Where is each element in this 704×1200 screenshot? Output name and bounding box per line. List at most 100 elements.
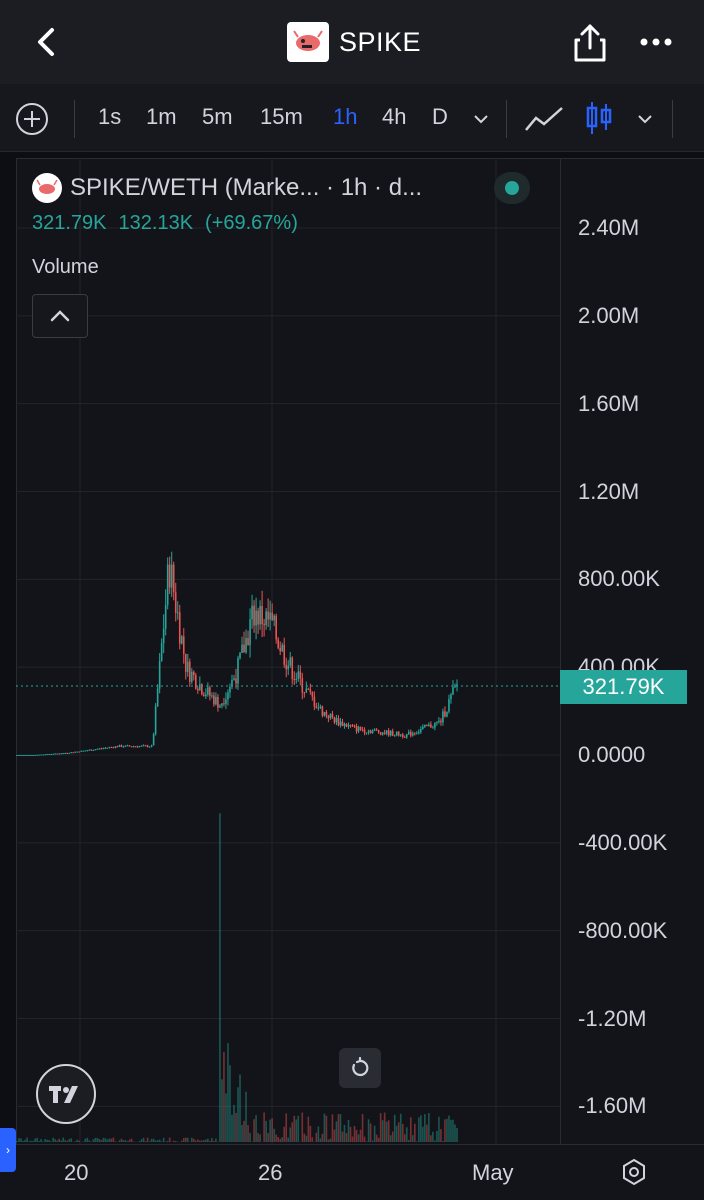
volume-bar <box>436 1130 438 1142</box>
candle-body <box>207 687 209 695</box>
chart-legend: SPIKE/WETH (Marke... · 1h · d... 321.79K… <box>32 172 532 235</box>
candle-body <box>405 734 408 738</box>
volume-bar <box>349 1126 352 1142</box>
candle-body <box>144 745 147 747</box>
candle-body <box>64 752 67 754</box>
timeframe-1s[interactable]: 1s <box>98 104 122 129</box>
candle-body <box>267 611 269 620</box>
volume-bar <box>373 1125 376 1142</box>
volume-bar <box>211 1138 213 1142</box>
timeframe-15m[interactable]: 15m <box>260 104 303 129</box>
candle-body <box>231 679 233 687</box>
tradingview-logo-icon[interactable] <box>36 1064 96 1124</box>
volume-bar <box>180 1140 183 1142</box>
candle-body <box>339 721 342 726</box>
candle-body <box>158 660 161 689</box>
volume-bar <box>44 1139 46 1142</box>
candle-body <box>188 661 191 682</box>
volume-bar <box>156 1140 159 1142</box>
y-tick-label: -800.00K <box>578 917 668 943</box>
back-icon[interactable] <box>30 24 66 60</box>
candle-body <box>138 746 141 748</box>
volume-bar <box>257 1133 259 1142</box>
volume-bar <box>347 1119 350 1142</box>
more-horizontal-icon[interactable] <box>636 30 676 54</box>
volume-bar <box>60 1140 63 1142</box>
volume-bar <box>428 1113 430 1142</box>
candle-body <box>323 711 326 716</box>
price-chart[interactable] <box>16 158 704 1148</box>
market-status-indicator[interactable] <box>494 172 530 204</box>
add-indicator-icon[interactable] <box>15 102 49 136</box>
volume-bar <box>166 1140 169 1142</box>
timeframe-4h[interactable]: 4h <box>382 104 407 129</box>
candle-body <box>357 726 360 732</box>
candle-body <box>60 753 63 755</box>
candle-body <box>247 637 249 646</box>
last-price-label: 321.79K <box>560 670 687 704</box>
candle-body <box>104 747 107 749</box>
volume-bar <box>321 1133 324 1142</box>
candle-body <box>211 695 213 697</box>
candle-body <box>30 755 32 756</box>
timeframe-d[interactable]: D <box>432 104 448 129</box>
candle-body <box>172 564 175 593</box>
volume-bar <box>363 1136 366 1142</box>
candle-body <box>245 637 247 653</box>
volume-bar <box>56 1140 58 1142</box>
symbol-title[interactable]: SPIKE/WETH (Marke... · 1h · d... <box>70 174 423 201</box>
line-chart-icon[interactable] <box>524 106 564 132</box>
y-tick-label: 1.60M <box>578 390 640 416</box>
timeframe-chevron-down-icon[interactable] <box>472 112 490 126</box>
volume-bar <box>243 1120 245 1142</box>
volume-bar <box>74 1141 77 1142</box>
candle-body <box>32 755 34 756</box>
volume-bar <box>389 1135 392 1142</box>
candles-icon[interactable] <box>584 100 614 136</box>
volume-bar <box>52 1137 54 1142</box>
chevron-up-icon <box>50 310 70 322</box>
candle-body <box>184 653 187 672</box>
volume-bar <box>269 1119 271 1142</box>
candle-body <box>273 615 275 621</box>
volume-bar <box>311 1137 314 1142</box>
time-axis[interactable] <box>0 1144 704 1200</box>
volume-bar <box>221 1079 223 1142</box>
volume-bar <box>434 1140 436 1142</box>
chart-pane[interactable] <box>16 158 704 1148</box>
candle-body <box>186 661 189 672</box>
candle-body <box>331 713 334 718</box>
share-icon[interactable] <box>572 22 608 62</box>
x-tick-label: 26 <box>258 1160 283 1185</box>
volume-bar <box>124 1140 127 1142</box>
volume-bar <box>399 1113 402 1142</box>
candle-body <box>307 688 310 690</box>
timeframe-1m[interactable]: 1m <box>146 104 177 129</box>
settings-icon[interactable] <box>620 1158 648 1186</box>
collapse-legend-button[interactable] <box>32 294 88 338</box>
candle-body <box>351 725 354 727</box>
candle-body <box>430 724 432 728</box>
volume-indicator-label[interactable]: Volume <box>32 256 99 278</box>
candle-body <box>277 639 279 648</box>
volume-bar <box>146 1137 149 1142</box>
volume-bar <box>303 1133 306 1142</box>
reset-chart-button[interactable] <box>339 1048 381 1088</box>
candle-body <box>285 664 288 670</box>
candle-body <box>407 731 410 735</box>
volume-bar <box>241 1125 243 1142</box>
candle-body <box>395 731 398 736</box>
volume-bar <box>333 1129 336 1142</box>
timeframe-1h[interactable]: 1h <box>333 104 358 129</box>
volume-bar <box>148 1141 151 1142</box>
side-panel-toggle[interactable]: › <box>0 1128 16 1172</box>
candle-body <box>333 717 336 723</box>
timeframe-5m[interactable]: 5m <box>202 104 233 129</box>
volume-bar <box>30 1140 32 1142</box>
candle-body <box>363 729 366 733</box>
candle-body <box>28 755 30 756</box>
volume-bar <box>343 1124 346 1142</box>
candle-body <box>454 685 456 688</box>
chart-type-chevron-down-icon[interactable] <box>636 112 654 126</box>
y-tick-label: -400.00K <box>578 829 668 855</box>
